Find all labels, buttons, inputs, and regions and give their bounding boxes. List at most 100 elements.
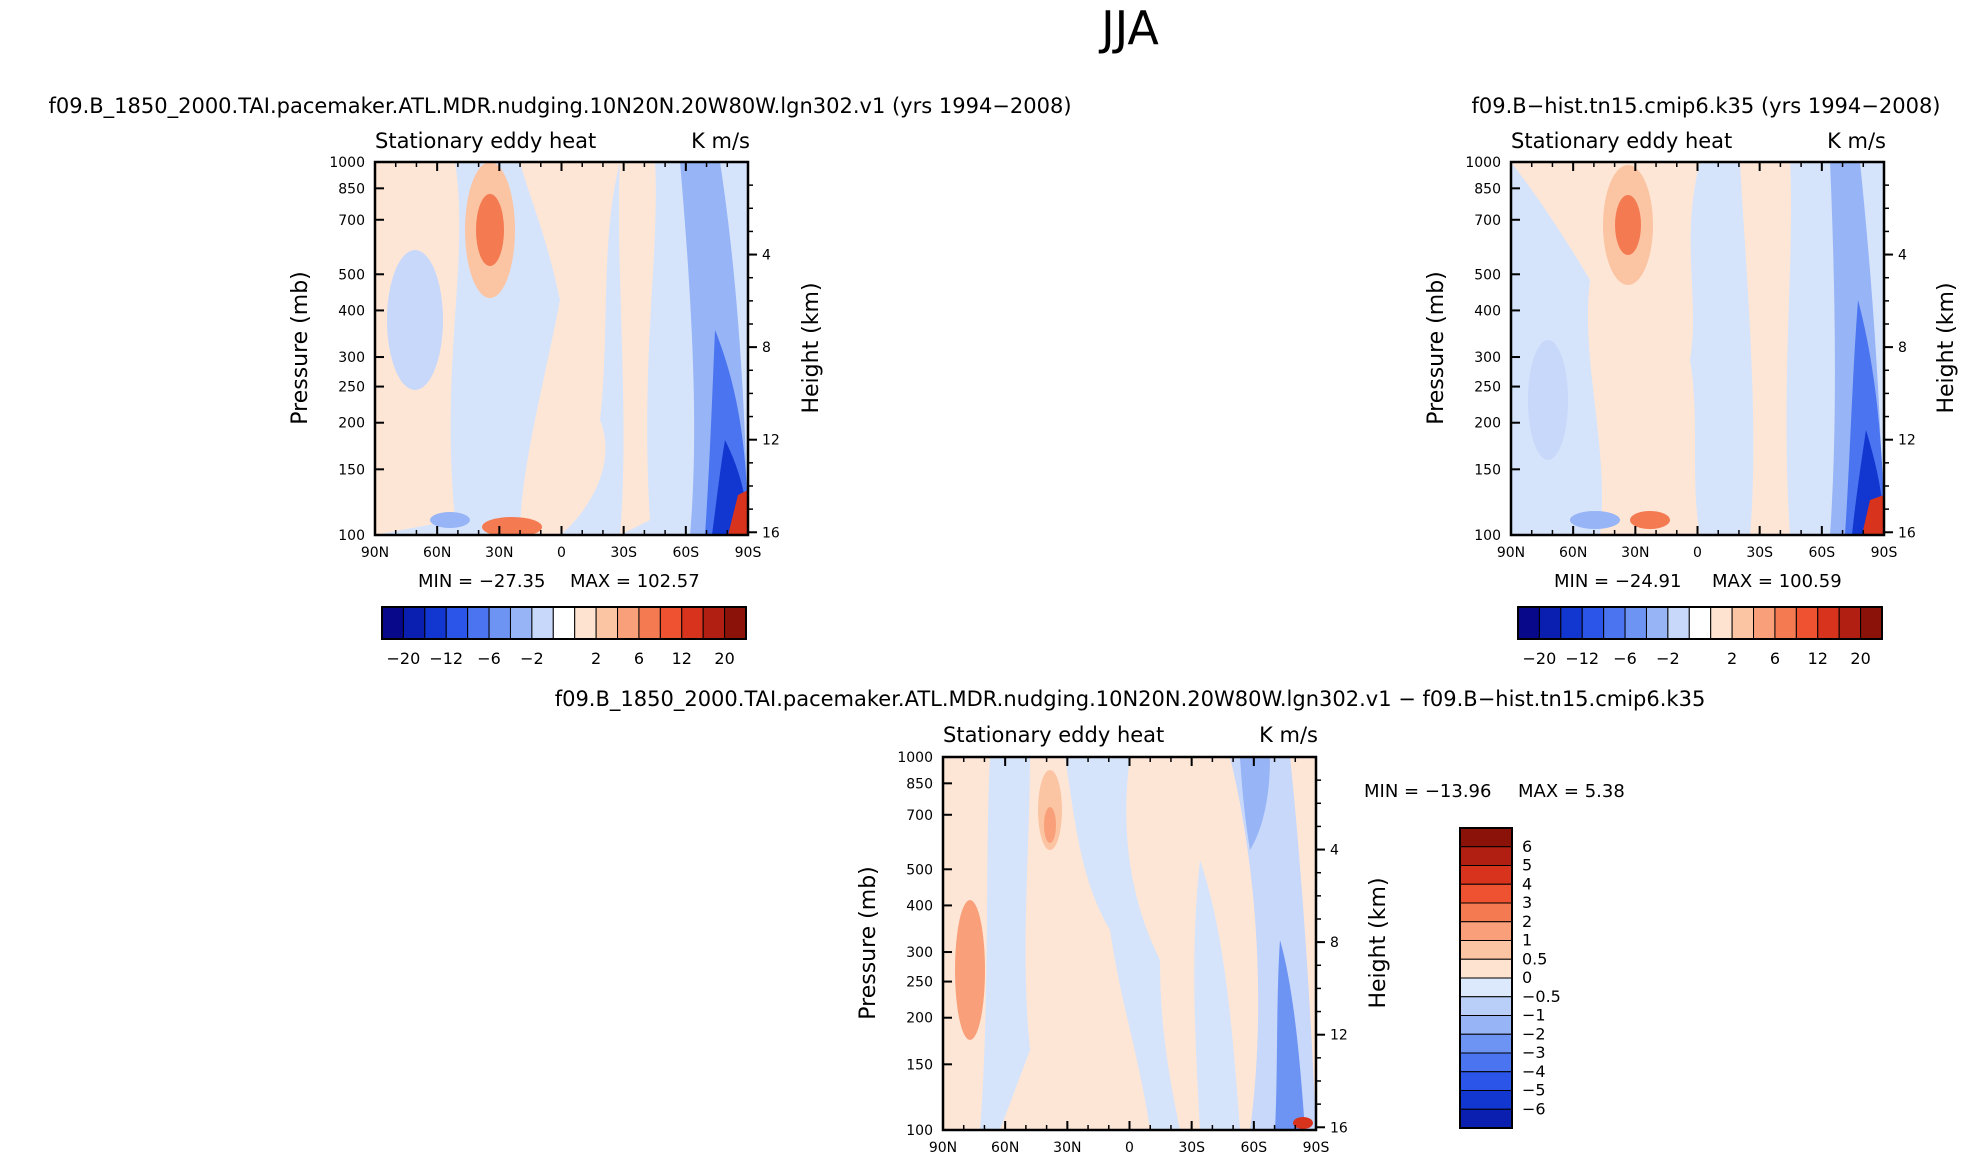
colorbar-label: 6 <box>1522 837 1532 856</box>
y2-tick-label: 16 <box>1898 525 1916 541</box>
y-tick-label: 100 <box>906 1123 933 1139</box>
y-tick-label: 500 <box>1474 267 1501 283</box>
right-peach-region <box>1511 162 1700 535</box>
y-tick-label: 1000 <box>1465 155 1501 171</box>
colorbar-label: 12 <box>672 649 692 668</box>
colorbar-cell <box>467 606 490 640</box>
colorbar-label: 0 <box>1522 968 1532 987</box>
y2-tick-label: 16 <box>1330 1120 1348 1136</box>
y-tick-label: 400 <box>906 898 933 914</box>
colorbar-cell <box>1459 846 1513 866</box>
colorbar-label: −1 <box>1522 1006 1546 1025</box>
colorbar-label: −6 <box>1613 649 1637 668</box>
colorbar-label: −2 <box>1656 649 1680 668</box>
colorbar-cell <box>1459 996 1513 1016</box>
colorbar-cell <box>1753 606 1776 640</box>
colorbar-cell <box>424 606 447 640</box>
colorbar-label: 6 <box>1770 649 1780 668</box>
colorbar-label: −20 <box>1523 649 1557 668</box>
x-tick-label: 60N <box>423 545 451 561</box>
panel-diff-ylabel: Pressure (mb) <box>856 866 881 1020</box>
diff-orange-south <box>955 900 985 1040</box>
colorbar-cell <box>1688 606 1712 640</box>
y-tick-label: 200 <box>906 1011 933 1027</box>
panel-left: f09.B_1850_2000.TAI.pacemaker.ATL.MDR.nu… <box>48 94 1071 668</box>
colorbar-cell <box>1538 606 1562 640</box>
colorbar-cell <box>681 606 704 640</box>
colorbar-cell <box>1459 940 1513 960</box>
panel-left-units: K m/s <box>691 129 750 153</box>
y2-tick-label: 4 <box>762 248 771 264</box>
colorbar-cell <box>445 606 469 640</box>
x-tick-label: 60N <box>991 1140 1019 1156</box>
colorbar-label: −4 <box>1522 1062 1546 1081</box>
panel-left-y2label: Height (km) <box>799 282 824 413</box>
y2-tick-label: 8 <box>1898 340 1907 356</box>
y-tick-label: 150 <box>906 1057 933 1073</box>
colorbar-label: 2 <box>1522 912 1532 931</box>
right-surface-blue <box>1570 511 1620 529</box>
panel-diff-title: f09.B_1850_2000.TAI.pacemaker.ATL.MDR.nu… <box>555 687 1706 712</box>
colorbar-label: −12 <box>429 649 463 668</box>
left-surface-blue <box>430 512 470 528</box>
colorbar-label: 1 <box>1522 931 1532 950</box>
colorbar-cell <box>1459 865 1513 885</box>
colorbar-cell <box>1645 606 1669 640</box>
x-tick-label: 30S <box>610 545 637 561</box>
panel-diff-min: MIN = −13.96 <box>1364 781 1491 802</box>
y2-tick-label: 4 <box>1898 248 1907 264</box>
diff-orange-core <box>1044 807 1056 843</box>
colorbar-label: 2 <box>1727 649 1737 668</box>
panel-right-axes: 90N 60N 30N 0 30S 60S 90S 100 150 200 250 300 400 500… <box>1465 155 1916 561</box>
colorbar-cell <box>1624 606 1647 640</box>
colorbar-label: 2 <box>591 649 601 668</box>
y-tick-label: 400 <box>338 303 365 319</box>
y-tick-label: 850 <box>338 181 365 197</box>
diff-blue-band-2 <box>1065 757 1180 1130</box>
panel-right-title: f09.B−hist.tn15.cmip6.k35 (yrs 1994−2008… <box>1471 94 1940 118</box>
panel-right-units: K m/s <box>1827 129 1886 153</box>
colorbar-cell <box>1459 977 1513 998</box>
right-south-red <box>1862 495 1884 535</box>
left-orange-core <box>476 194 504 266</box>
diff-surface-red <box>1293 1117 1313 1129</box>
colorbar-cell <box>1710 606 1733 640</box>
y-tick-label: 1000 <box>897 750 933 766</box>
y-tick-label: 500 <box>906 862 933 878</box>
colorbar-cell <box>702 606 726 640</box>
y2-tick-label: 8 <box>1330 935 1339 951</box>
colorbar-cell <box>402 606 426 640</box>
colorbar-cell <box>1459 1090 1513 1110</box>
panel-right-field <box>1511 162 1884 535</box>
diff-blue-band-3 <box>1194 860 1240 1130</box>
colorbar-label: −6 <box>477 649 501 668</box>
y-tick-label: 700 <box>338 213 365 229</box>
colorbar-cell <box>1560 606 1583 640</box>
x-tick-label: 60S <box>1240 1140 1267 1156</box>
colorbar-cell <box>1581 606 1605 640</box>
colorbar-label: −20 <box>387 649 421 668</box>
colorbar-cell <box>1459 921 1513 941</box>
colorbar-label: −3 <box>1522 1043 1546 1062</box>
right-orange-core <box>1615 195 1641 255</box>
panel-left-ylabel: Pressure (mb) <box>288 271 313 425</box>
y-tick-label: 300 <box>906 945 933 961</box>
colorbar-cell <box>1860 606 1883 640</box>
colorbar-cell <box>1459 1108 1513 1129</box>
colorbar-label: 12 <box>1808 649 1828 668</box>
y-tick-label: 1000 <box>329 155 365 171</box>
colorbar-cell <box>1603 606 1626 640</box>
colorbar-label: −0.5 <box>1522 987 1561 1006</box>
y-tick-label: 100 <box>1474 528 1501 544</box>
colorbar-label: −2 <box>520 649 544 668</box>
panel-right-max: MAX = 100.59 <box>1712 571 1842 592</box>
colorbar-cell <box>659 606 683 640</box>
x-tick-label: 60S <box>672 545 699 561</box>
y-tick-label: 200 <box>338 416 365 432</box>
panel-right-ylabel: Pressure (mb) <box>1424 271 1449 425</box>
panel-diff-units: K m/s <box>1259 723 1318 747</box>
colorbar-cell <box>574 606 597 640</box>
y-tick-label: 700 <box>1474 213 1501 229</box>
